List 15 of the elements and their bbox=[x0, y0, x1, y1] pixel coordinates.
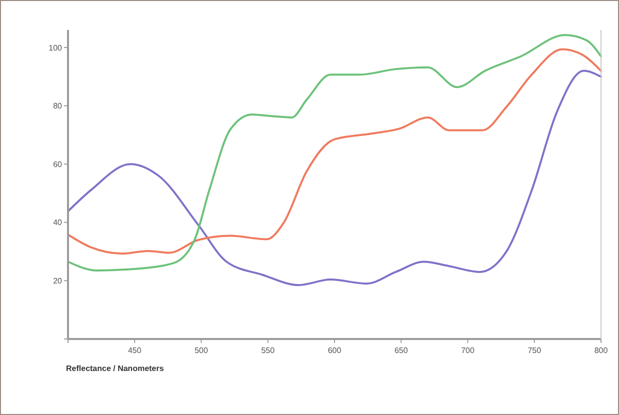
x-tick-label: 700 bbox=[461, 346, 475, 355]
y-tick-label: 100 bbox=[48, 43, 63, 52]
x-tick-label: 500 bbox=[194, 346, 208, 355]
x-tick-label: 450 bbox=[128, 346, 142, 355]
x-axis-title: Reflectance / Nanometers bbox=[66, 364, 164, 373]
x-tick-label: 750 bbox=[528, 346, 542, 355]
y-tick-label: 80 bbox=[53, 102, 63, 111]
y-tick-label: 20 bbox=[53, 276, 63, 286]
x-tick-label: 600 bbox=[328, 346, 342, 355]
x-tick-label: 650 bbox=[394, 346, 408, 355]
y-tick-label: 60 bbox=[53, 160, 63, 169]
x-tick-label: 800 bbox=[594, 346, 608, 355]
line-series bbox=[67, 70, 602, 286]
x-tick-label: 550 bbox=[261, 346, 276, 355]
y-tick-label: 40 bbox=[53, 218, 63, 228]
